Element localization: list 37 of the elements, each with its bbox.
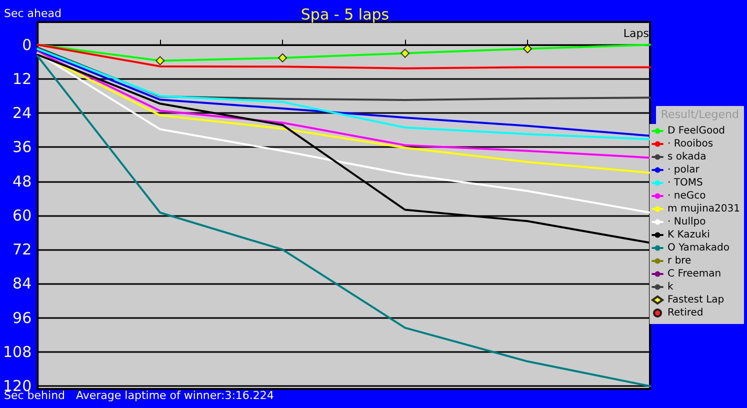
legend-label: m mujina2031 <box>668 204 740 214</box>
y-tick-label: 60 <box>12 206 32 224</box>
annotation: Average laptime of winner:3:16.224 <box>76 389 274 402</box>
legend-label: · TOMS <box>668 178 703 188</box>
legend-label: Retired <box>668 308 704 318</box>
legend-label: · Rooibos <box>668 138 714 150</box>
legend-label: D FeelGood <box>668 126 726 136</box>
legend-label: · polar <box>668 164 700 176</box>
y-tick-label: 96 <box>12 308 32 327</box>
legend-label: k <box>668 282 674 292</box>
line-series <box>36 44 651 70</box>
legend-label: r bre <box>668 256 692 266</box>
line-series <box>36 52 651 214</box>
legend-label: Fastest Lap <box>668 294 724 306</box>
y-tick-label: 24 <box>12 104 32 122</box>
y-tick-label: 36 <box>12 138 32 156</box>
legend-label: O Yamakado <box>668 242 730 254</box>
line-series <box>36 55 651 388</box>
text: Sec ahead <box>4 7 62 20</box>
y-tick-label: 0 <box>22 36 32 54</box>
point <box>523 44 532 54</box>
legend-label: K Kazuki <box>668 230 710 240</box>
legend-label: C Freeman <box>668 268 722 280</box>
legend-label: s okada <box>668 152 706 162</box>
y-tick-label: 12 <box>12 70 32 88</box>
point <box>156 56 165 66</box>
y-tick-label: 72 <box>12 240 32 259</box>
line-series <box>36 46 651 101</box>
x-axis-title: Laps <box>623 27 650 40</box>
chart-title: Spa - 5 laps <box>300 6 390 24</box>
y-tick-label: 84 <box>12 274 32 293</box>
legend-label: · neGco <box>668 190 706 202</box>
point <box>278 53 288 62</box>
legend-label: · Nullpo <box>668 216 706 228</box>
y-tick-label: 108 <box>2 343 32 362</box>
point <box>400 48 410 58</box>
y-tick-label: 48 <box>12 172 32 190</box>
